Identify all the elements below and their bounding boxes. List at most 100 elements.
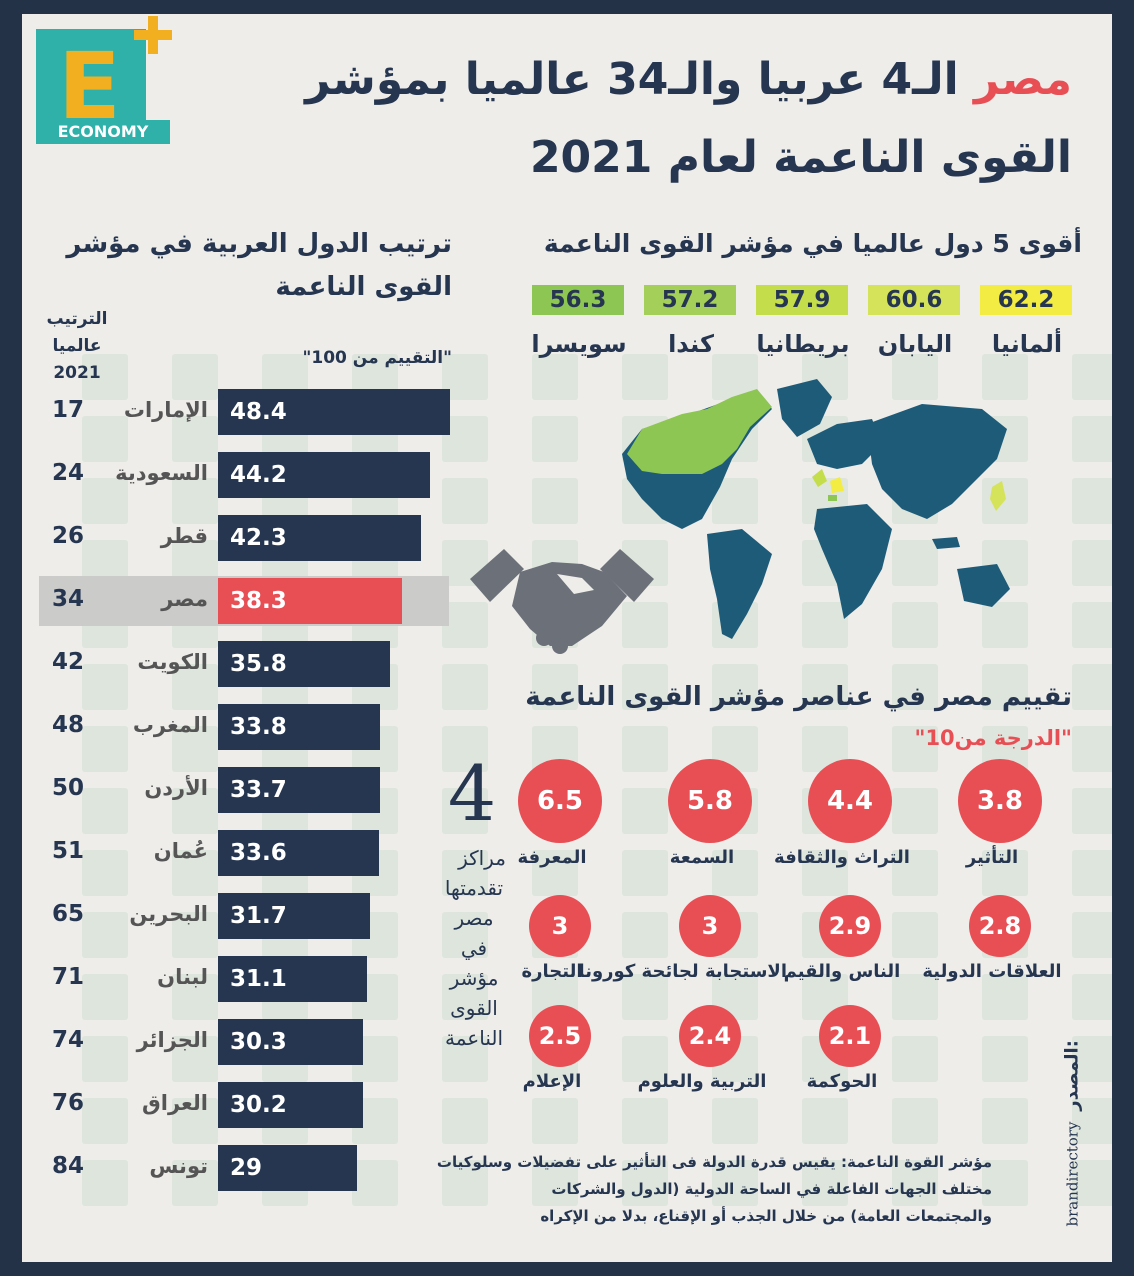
score-bar: 33.6 <box>218 830 379 876</box>
greenland-shape <box>777 379 832 437</box>
watermark-tile <box>982 850 1028 896</box>
watermark-tile <box>82 416 128 462</box>
watermark-tile <box>1072 1160 1112 1206</box>
asia-shape <box>867 404 1007 519</box>
element-label: الاستجابة لجائحة كورونا <box>578 961 787 982</box>
top5-heading: أقوى 5 دول عالميا في مؤشر القوى الناعمة <box>543 229 1082 258</box>
watermark-tile <box>892 540 938 586</box>
watermark-tile <box>1072 726 1112 772</box>
advance-text-line: الناعمة <box>445 1026 503 1050</box>
watermark-tile <box>1072 664 1112 710</box>
country-name: مصر <box>161 587 208 611</box>
rank-header-line: عالميا <box>52 336 102 356</box>
element-label: التأثير <box>965 847 1019 868</box>
watermark-tile <box>892 1036 938 1082</box>
watermark-tile <box>622 664 668 710</box>
watermark-tile <box>442 912 488 958</box>
world-rank: 84 <box>52 1153 85 1179</box>
world-rank: 51 <box>52 838 85 864</box>
germany-shape <box>830 477 844 493</box>
top5-country-label: سويسرا <box>531 330 627 358</box>
watermark-tile <box>442 1036 488 1082</box>
element-label: التربية والعلوم <box>637 1071 767 1092</box>
country-name: الإمارات <box>123 398 208 422</box>
world-rank: 34 <box>52 586 85 612</box>
africa-shape <box>814 504 892 619</box>
world-rank: 76 <box>52 1090 85 1116</box>
element-label: الناس والقيم <box>783 961 901 982</box>
watermark-tile <box>442 1098 488 1144</box>
watermark-tile <box>442 664 488 710</box>
element-score-circle: 3.8 <box>958 759 1042 843</box>
world-rank: 74 <box>52 1027 85 1053</box>
watermark-tile <box>1072 850 1112 896</box>
element-label: المعرفة <box>517 847 587 868</box>
watermark-tile <box>1072 416 1112 462</box>
watermark-tile <box>172 354 218 400</box>
country-name: السعودية <box>115 461 208 485</box>
watermark-tile <box>982 1036 1028 1082</box>
top5-country-label: بريطانيا <box>756 330 850 358</box>
score-bar: 31.1 <box>218 956 367 1002</box>
world-rank: 48 <box>52 712 85 738</box>
handshake-icon <box>470 549 654 654</box>
south-america-shape <box>707 529 772 639</box>
advance-text-line: القوى <box>450 996 498 1020</box>
watermark-tile <box>712 664 758 710</box>
watermark-tile <box>892 354 938 400</box>
watermark-tile <box>892 1098 938 1144</box>
element-label: التجارة <box>521 961 583 982</box>
watermark-tile <box>172 788 218 834</box>
score-column-header: "التقييم من 100" <box>302 348 452 368</box>
score-bar: 30.3 <box>218 1019 363 1065</box>
watermark-tile <box>712 1098 758 1144</box>
indonesia-shape <box>932 537 960 549</box>
watermark-tile <box>622 1098 668 1144</box>
canada-shape <box>627 389 772 474</box>
watermark-tile <box>442 788 488 834</box>
watermark-tile <box>532 416 578 462</box>
element-score-circle: 6.5 <box>518 759 602 843</box>
world-rank: 50 <box>52 775 85 801</box>
logo-brand: ECONOMY <box>36 120 170 144</box>
country-name: عُمان <box>153 839 208 863</box>
watermark-tile <box>172 664 218 710</box>
watermark-tile <box>892 974 938 1020</box>
watermark-tile <box>622 354 668 400</box>
watermark-tile <box>442 478 488 524</box>
element-label: الإعلام <box>522 1071 582 1092</box>
watermark-tile <box>172 974 218 1020</box>
infographic: E ECONOMY مصر الـ4 عربيا والـ34 عالميا ب… <box>22 14 1112 1262</box>
country-name: المغرب <box>132 713 208 737</box>
score-bar: 30.2 <box>218 1082 363 1128</box>
world-rank: 17 <box>52 397 85 423</box>
element-score-circle: 4.4 <box>808 759 892 843</box>
watermark-tile <box>892 602 938 648</box>
watermark-tile <box>442 602 488 648</box>
world-rank: 71 <box>52 964 85 990</box>
world-rank: 65 <box>52 901 85 927</box>
watermark-tile <box>892 912 938 958</box>
top5-country-label: كندا <box>668 330 714 358</box>
score-bar: 48.4 <box>218 389 450 435</box>
watermark-tile <box>982 602 1028 648</box>
watermark-tile <box>1072 1098 1112 1144</box>
note-line: مؤشر القوة الناعمة: يقيس قدرة الدولة فى … <box>436 1153 992 1171</box>
switzerland-shape <box>828 495 837 501</box>
advance-number: 4 <box>447 749 497 838</box>
watermark-tile <box>982 664 1028 710</box>
top5-country-label: ألمانيا <box>991 330 1063 358</box>
watermark-tile <box>1072 974 1112 1020</box>
watermark-tile <box>622 726 668 772</box>
watermark-tile <box>622 850 668 896</box>
watermark-tile <box>172 1036 218 1082</box>
watermark-tile <box>712 850 758 896</box>
watermark-tile <box>82 912 128 958</box>
watermark-tile <box>712 1160 758 1206</box>
source-value: brandirectory <box>1063 1121 1082 1227</box>
element-score-circle: 3 <box>679 895 741 957</box>
watermark-tile <box>1072 788 1112 834</box>
advance-text-line: مراكز <box>458 846 506 870</box>
advance-text-line: مصر <box>454 906 494 930</box>
score-bar: 44.2 <box>218 452 430 498</box>
